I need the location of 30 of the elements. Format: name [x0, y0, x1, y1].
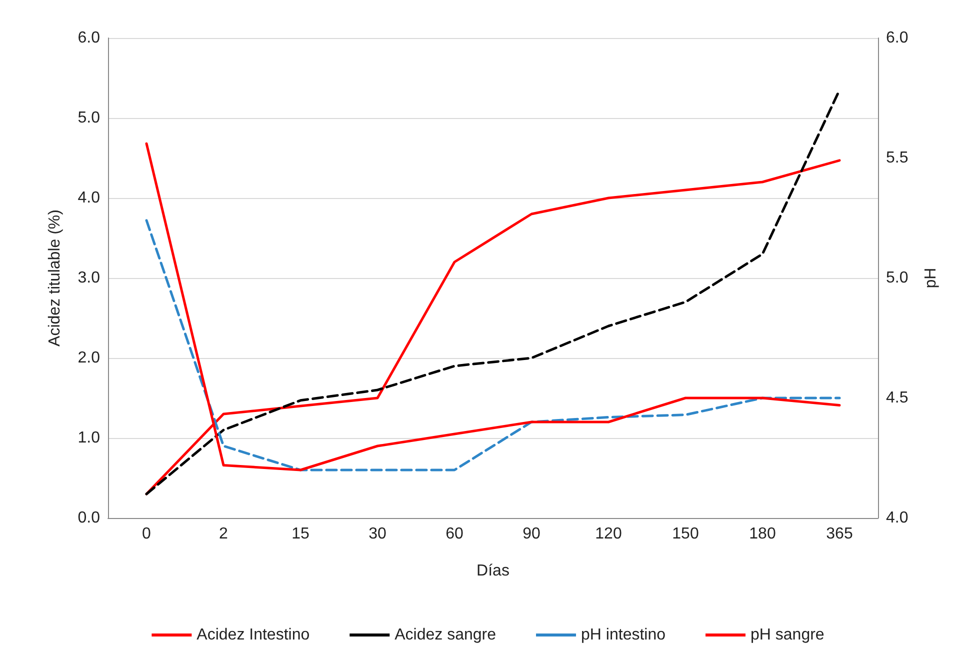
- legend-label: pH sangre: [750, 626, 824, 644]
- y-axis-title: Acidez titulable (%): [46, 210, 64, 346]
- y-tick-label: 0.0: [78, 510, 100, 526]
- x-tick-label: 0: [142, 526, 152, 542]
- y-tick-label: 6.0: [78, 30, 100, 46]
- y-tick-label: 2.0: [78, 350, 100, 366]
- legend-label: Acidez sangre: [394, 626, 496, 644]
- y2-axis-title: pH: [922, 268, 940, 288]
- y-tick-label: 4.0: [78, 190, 100, 206]
- x-tick-label: 365: [826, 526, 853, 542]
- line-series: [145, 219, 841, 472]
- x-tick-label: 2: [219, 526, 228, 542]
- x-tick-label: 180: [749, 526, 776, 542]
- y2-tick-label: 5.5: [886, 150, 908, 166]
- x-tick-label: 150: [672, 526, 699, 542]
- x-tick-label: 120: [595, 526, 622, 542]
- legend-label: pH intestino: [581, 626, 666, 644]
- x-tick-label: 30: [368, 526, 386, 542]
- y2-tick-label: 6.0: [886, 30, 908, 46]
- y-tick-label: 5.0: [78, 110, 100, 126]
- y-tick-label: 1.0: [78, 430, 100, 446]
- x-tick-label: 90: [522, 526, 540, 542]
- x-tick-label: 60: [446, 526, 464, 542]
- legend-label: Acidez Intestino: [196, 626, 310, 644]
- y-tick-label: 3.0: [78, 270, 100, 286]
- y2-tick-label: 4.5: [886, 390, 908, 406]
- y2-tick-label: 4.0: [886, 510, 908, 526]
- y2-tick-label: 5.0: [886, 270, 908, 286]
- x-axis-title: Días: [476, 562, 510, 580]
- x-tick-label: 15: [292, 526, 310, 542]
